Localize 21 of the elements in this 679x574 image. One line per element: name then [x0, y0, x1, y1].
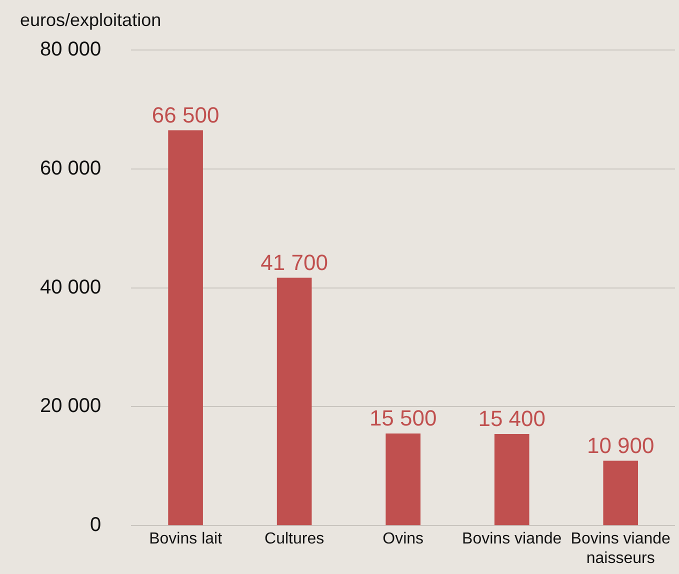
- x-tick-label: Bovins viande: [462, 530, 562, 548]
- y-tick-label: 80 000: [40, 38, 102, 61]
- y-axis-title: euros/exploitation: [20, 10, 162, 30]
- bar: [603, 460, 638, 526]
- x-tick-label: Ovins: [382, 530, 424, 548]
- bar: [168, 130, 203, 526]
- y-tick-label: 40 000: [40, 276, 102, 298]
- y-tick-label: 20 000: [40, 395, 102, 418]
- data-label: 66 500: [152, 102, 220, 128]
- data-label: 41 700: [260, 250, 328, 275]
- x-tick-label: Cultures: [264, 530, 324, 548]
- bar: [494, 434, 530, 526]
- x-tick-label: Bovins lait: [149, 530, 223, 548]
- x-tick-label: Bovins viande naisseurs: [570, 530, 671, 567]
- data-label: 10 900: [586, 432, 654, 458]
- bar: [276, 278, 312, 526]
- data-label: 15 500: [369, 406, 437, 431]
- bar: [386, 433, 420, 526]
- data-label: 15 400: [478, 406, 546, 432]
- y-tick-label: 0: [90, 514, 102, 536]
- y-tick-label: 60 000: [40, 157, 102, 180]
